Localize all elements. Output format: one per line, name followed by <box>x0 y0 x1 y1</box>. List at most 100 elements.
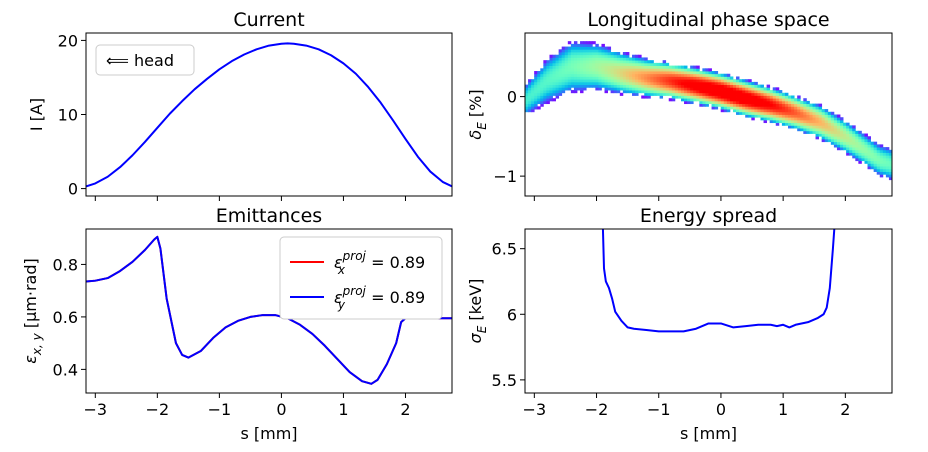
heatmap-cell <box>641 90 645 94</box>
heatmap-cell <box>540 79 544 83</box>
heatmap-cell <box>540 73 544 77</box>
heatmap-cell <box>732 109 737 113</box>
heatmap-cell <box>797 125 801 129</box>
heatmap-cell <box>824 109 829 113</box>
heatmap-cell <box>665 90 670 94</box>
heatmap-cell <box>543 79 547 83</box>
heatmap-cell <box>885 147 890 151</box>
heatmap-cell <box>632 84 636 88</box>
heatmap-cell <box>849 138 853 143</box>
heatmap-cell <box>616 60 621 64</box>
heatmap-cell <box>610 76 615 80</box>
heatmap-cell <box>836 133 841 137</box>
heatmap-cell <box>677 90 682 94</box>
heatmap-cell <box>775 98 780 102</box>
y-axis-label-unit: [μm·rad] <box>21 258 40 333</box>
heatmap-cell <box>687 92 691 96</box>
heatmap-cell <box>729 95 734 99</box>
heatmap-cell <box>656 65 660 69</box>
heatmap-cell <box>781 95 786 99</box>
heatmap-cell <box>885 157 890 162</box>
y-axis-label-subscript: x, y <box>30 332 44 356</box>
heatmap-cell <box>702 92 706 96</box>
heatmap-cell <box>659 79 664 83</box>
x-axis-label: s [mm] <box>240 424 297 443</box>
heatmap-cell <box>549 68 553 72</box>
heatmap-cell <box>800 103 804 107</box>
heatmap-cell <box>604 81 608 86</box>
heatmap-cell <box>702 100 706 105</box>
heatmap-cell <box>711 103 716 107</box>
heatmap-cell <box>622 60 627 64</box>
heatmap-cell <box>671 84 676 88</box>
heatmap-cell <box>864 152 868 156</box>
heatmap-cell <box>546 95 550 99</box>
heatmap-cell <box>843 144 847 148</box>
heatmap-cell <box>717 90 722 94</box>
heatmap-cell <box>784 103 789 107</box>
heatmap-cell <box>784 122 789 126</box>
heatmap-cell <box>598 49 602 53</box>
heatmap-cell <box>589 68 593 72</box>
heatmap-cell <box>809 109 813 113</box>
heatmap-cell <box>736 100 740 105</box>
heatmap-cell <box>830 130 835 134</box>
heatmap-cell <box>576 81 581 86</box>
heatmap-cell <box>748 84 752 88</box>
heatmap-cell <box>680 98 685 102</box>
heatmap-cell <box>772 98 777 102</box>
heatmap-cell <box>592 65 596 69</box>
heatmap-cell <box>836 138 841 143</box>
heatmap-cell <box>552 76 556 80</box>
heatmap-cell <box>552 57 556 61</box>
heatmap-cell <box>742 106 746 110</box>
heatmap-cell <box>836 144 841 148</box>
heatmap-cell <box>757 84 761 88</box>
heatmap-cell <box>610 90 615 94</box>
heatmap-cell <box>650 73 654 77</box>
heatmap-cell <box>583 68 587 72</box>
heatmap-cell <box>760 84 764 88</box>
heatmap-cell <box>598 81 602 86</box>
heatmap-cell <box>677 84 682 88</box>
heatmap-cell <box>641 65 645 69</box>
heatmap-cell <box>558 76 563 80</box>
heatmap-cell <box>760 95 764 99</box>
heatmap-cell <box>745 90 749 94</box>
heatmap-cell <box>888 157 892 162</box>
heatmap-cell <box>653 71 657 75</box>
heatmap-cell <box>644 84 648 88</box>
heatmap-cell <box>824 138 829 143</box>
heatmap-cell <box>592 73 596 77</box>
heatmap-cell <box>622 87 627 91</box>
heatmap-cell <box>849 130 853 134</box>
heatmap-cell <box>803 109 807 113</box>
heatmap-cell <box>732 98 737 102</box>
heatmap-cell <box>528 79 532 83</box>
heatmap-cell <box>564 62 569 66</box>
heatmap-cell <box>855 130 859 134</box>
plot-area <box>601 229 836 333</box>
heatmap-cell <box>638 71 642 75</box>
heatmap-cell <box>870 166 875 170</box>
y-axis-label-unit: [%] <box>466 89 485 122</box>
heatmap-cell <box>778 109 783 113</box>
heatmap-cell <box>552 54 556 58</box>
heatmap-cell <box>638 79 642 83</box>
heatmap-cell <box>625 90 630 94</box>
heatmap-cell <box>784 111 789 115</box>
heatmap-cell <box>561 57 566 61</box>
heatmap-cell <box>534 98 538 102</box>
heatmap-cell <box>680 95 685 99</box>
heatmap-cell <box>723 84 728 88</box>
heatmap-cell <box>607 68 612 72</box>
heatmap-cell <box>736 90 740 94</box>
x-tick-label: −2 <box>146 400 170 419</box>
heatmap-cell <box>882 157 887 162</box>
heatmap-cell <box>739 109 743 113</box>
heatmap-cell <box>540 68 544 72</box>
y-axis-label: I [A] <box>27 98 46 131</box>
heatmap-cell <box>668 71 673 75</box>
heatmap-cell <box>879 157 884 162</box>
